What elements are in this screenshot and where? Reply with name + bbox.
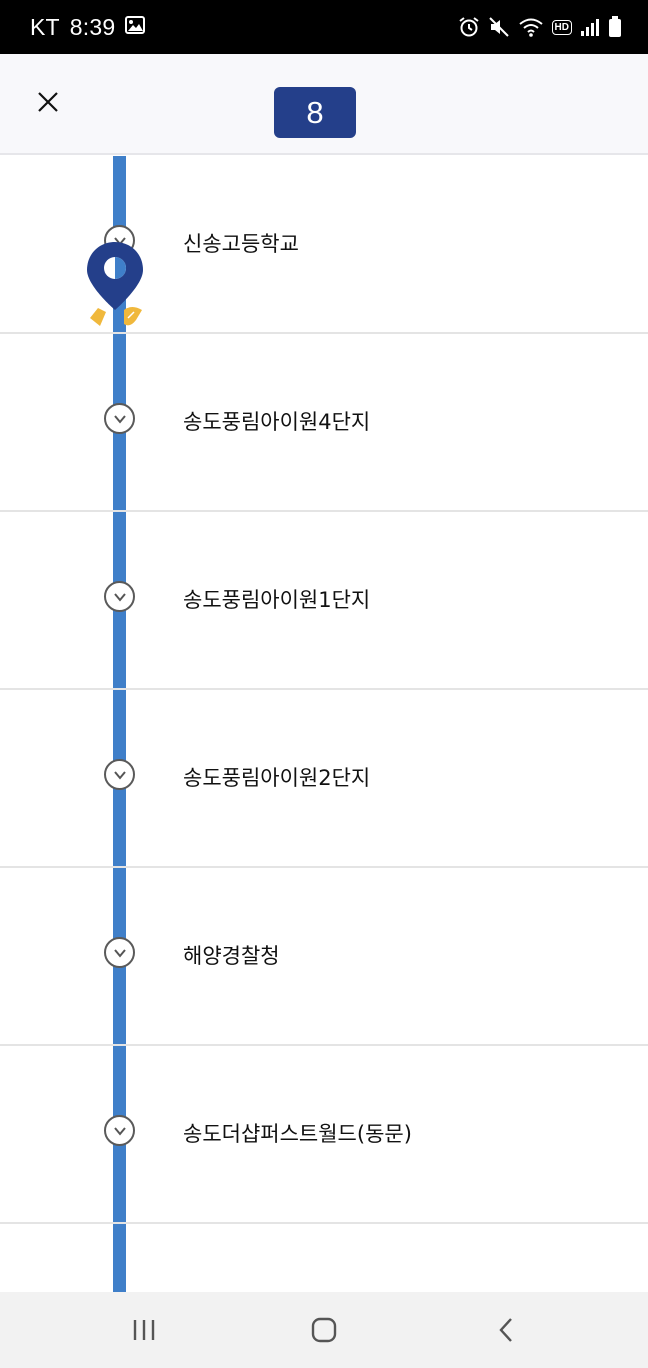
status-bar: KT 8:39 HD xyxy=(0,0,648,54)
bus-location-marker xyxy=(84,240,146,328)
stop-name: 송도더샵퍼스트월드(동문) xyxy=(183,1122,412,1146)
close-button[interactable] xyxy=(30,84,66,120)
stop-expand-button[interactable] xyxy=(104,759,135,790)
chevron-down-icon xyxy=(113,592,126,602)
app-header: 8 xyxy=(0,54,648,155)
gallery-icon xyxy=(125,16,146,38)
recent-apps-button[interactable] xyxy=(114,1306,174,1354)
back-button[interactable] xyxy=(476,1306,536,1354)
recent-apps-icon xyxy=(133,1320,155,1340)
home-button[interactable] xyxy=(294,1306,354,1354)
stop-name: 신송고등학교 xyxy=(183,232,299,256)
wifi-icon xyxy=(518,16,544,38)
stop-expand-button[interactable] xyxy=(104,403,135,434)
alarm-icon xyxy=(458,16,480,38)
mute-icon xyxy=(488,16,510,38)
carrier-label: KT xyxy=(30,13,60,40)
back-icon xyxy=(499,1318,512,1342)
chevron-down-icon xyxy=(113,1126,126,1136)
chevron-down-icon xyxy=(113,948,126,958)
status-right: HD xyxy=(458,0,622,54)
chevron-down-icon xyxy=(113,414,126,424)
stop-expand-button[interactable] xyxy=(104,581,135,612)
hd-icon: HD xyxy=(551,19,572,35)
battery-icon xyxy=(608,16,622,38)
signal-icon xyxy=(580,17,600,37)
stop-item[interactable]: 해양경찰청 xyxy=(0,868,648,1046)
stop-name: 송도풍림아이원1단지 xyxy=(183,588,371,612)
stop-name: 해양경찰청 xyxy=(183,944,280,968)
stop-name: 송도풍림아이원2단지 xyxy=(183,766,371,790)
route-line xyxy=(113,156,126,1292)
clock: 8:39 xyxy=(69,13,116,40)
stop-item[interactable]: 송도풍림아이원4단지 xyxy=(0,334,648,512)
stop-expand-button[interactable] xyxy=(104,937,135,968)
stop-item-partial[interactable] xyxy=(0,1224,648,1292)
close-icon xyxy=(38,92,58,112)
route-number-badge: 8 xyxy=(274,87,356,138)
stop-name: 송도풍림아이원4단지 xyxy=(183,410,371,434)
stop-expand-button[interactable] xyxy=(104,1115,135,1146)
location-pin-icon xyxy=(87,242,143,326)
chevron-down-icon xyxy=(113,770,126,780)
stop-item[interactable]: 송도더샵퍼스트월드(동문) xyxy=(0,1046,648,1224)
status-left: KT 8:39 xyxy=(30,0,146,54)
stop-item[interactable]: 송도풍림아이원2단지 xyxy=(0,690,648,868)
home-icon xyxy=(311,1317,337,1343)
stop-item[interactable]: 송도풍림아이원1단지 xyxy=(0,512,648,690)
system-nav-bar xyxy=(0,1292,648,1368)
